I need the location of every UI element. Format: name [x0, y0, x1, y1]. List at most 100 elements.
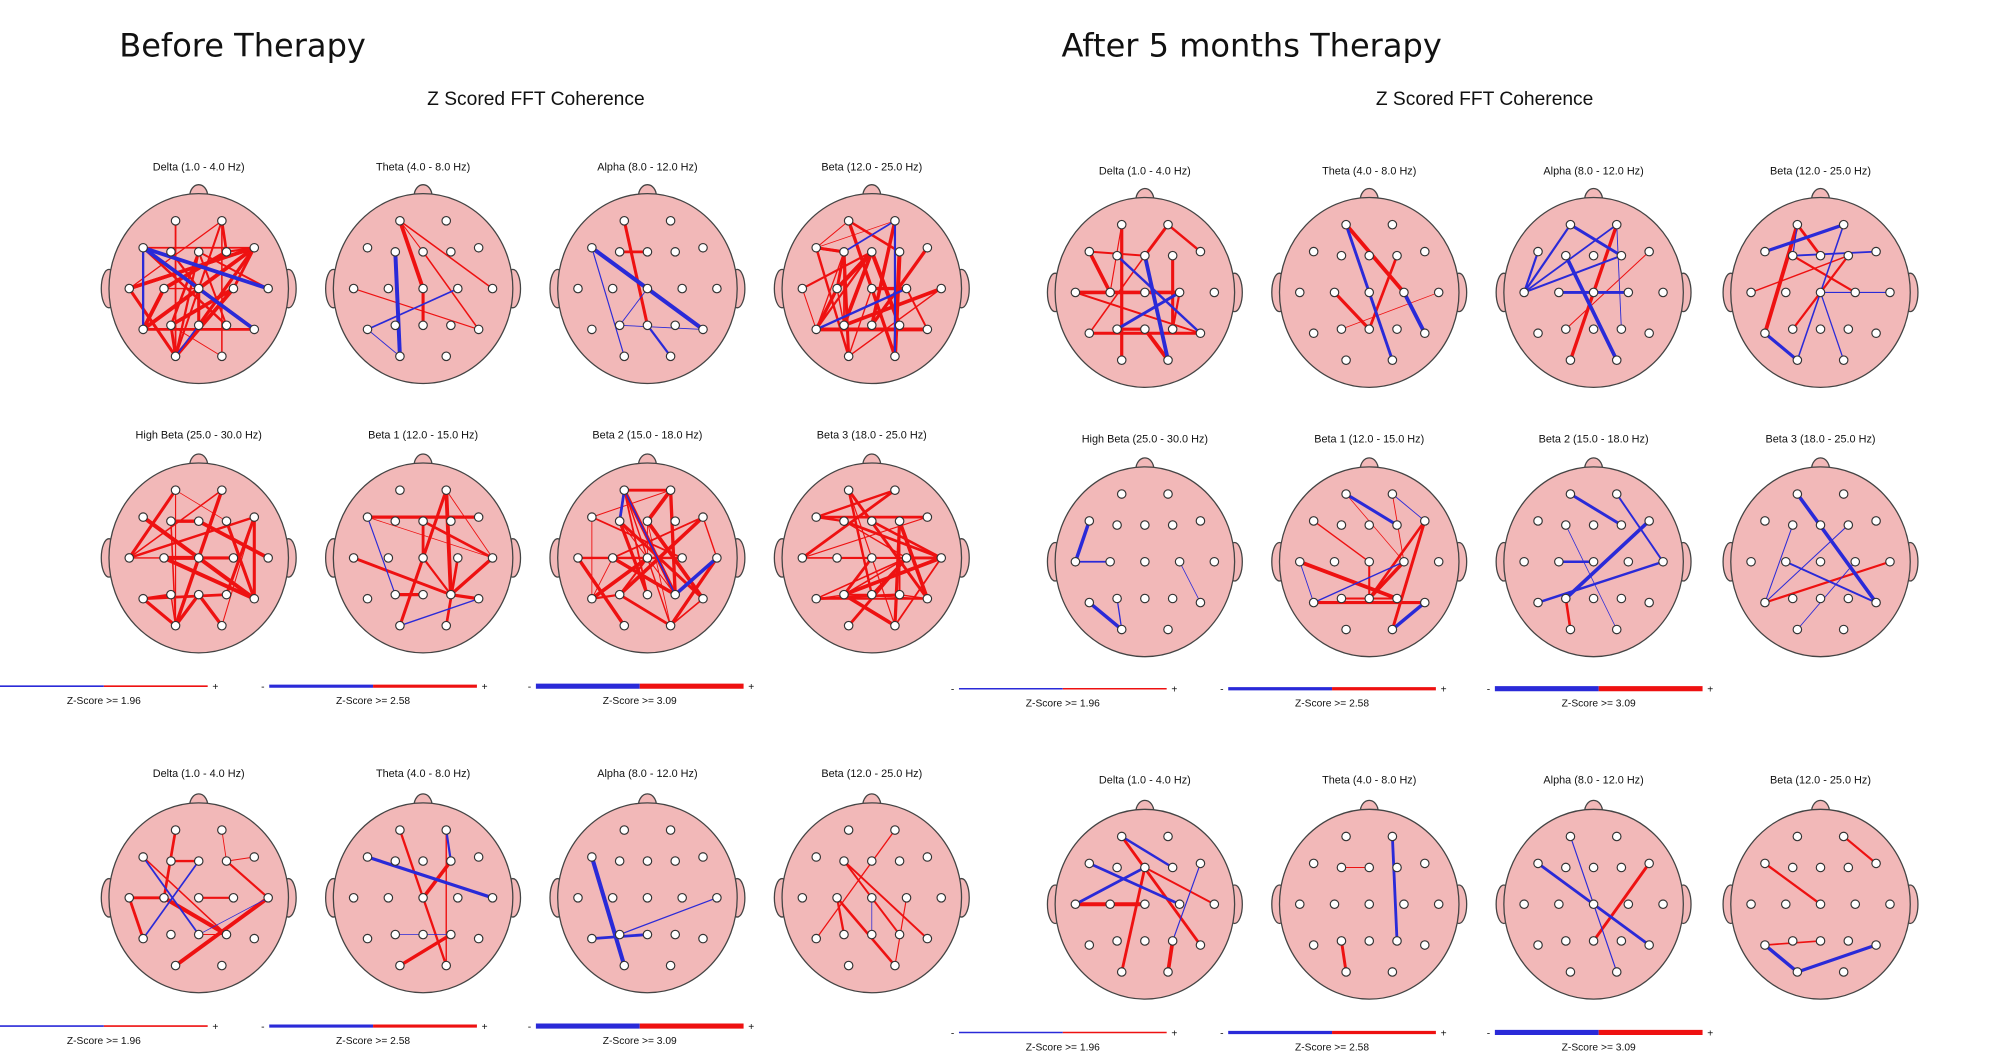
- coherence-link: [1116, 598, 1123, 630]
- coherence-link: [1390, 520, 1427, 630]
- electrode: [573, 892, 583, 903]
- electrode: [453, 892, 463, 903]
- electrode: [228, 283, 239, 294]
- electrode: [446, 516, 456, 527]
- head-map: [1722, 187, 1919, 388]
- electrode: [642, 553, 653, 563]
- head-map: [1495, 187, 1692, 388]
- electrode: [390, 929, 401, 940]
- electrode: [1329, 899, 1340, 910]
- electrode: [1364, 899, 1375, 910]
- legend-minus: -: [1487, 685, 1490, 696]
- legend-label: Z-Score >= 3.09: [1562, 699, 1636, 710]
- electrode: [395, 825, 405, 835]
- coherence-link: [1792, 254, 1856, 294]
- electrode: [642, 856, 653, 866]
- electrode: [1885, 287, 1895, 298]
- legend-minus: -: [261, 1022, 264, 1033]
- electrode: [698, 852, 708, 862]
- coherence-link: [619, 288, 648, 326]
- electrode: [362, 852, 373, 862]
- coherence-link: [1120, 867, 1147, 973]
- electrode: [263, 892, 273, 903]
- electrode: [1792, 624, 1803, 635]
- band-label: Beta (12.0 - 25.0 Hz): [1770, 775, 1871, 787]
- electrode: [839, 516, 849, 527]
- electrode: [1140, 862, 1150, 873]
- electrode: [1387, 489, 1398, 499]
- band-label: Delta (1.0 - 4.0 Hz): [1099, 165, 1191, 177]
- electrode: [1533, 858, 1543, 869]
- electrode: [712, 892, 722, 903]
- coherence-link: [801, 288, 817, 330]
- coherence-link: [905, 288, 929, 330]
- band-label: Alpha (8.0 - 12.0 Hz): [1543, 165, 1643, 177]
- electrode: [1116, 489, 1127, 499]
- electrode: [712, 283, 722, 294]
- coherence-link: [1167, 223, 1202, 253]
- electrode: [573, 553, 583, 563]
- coherence-link: [422, 251, 480, 330]
- coherence-link: [591, 247, 625, 357]
- coherence-link: [1345, 492, 1398, 527]
- coherence-link: [1088, 862, 1181, 906]
- electrode: [383, 283, 394, 294]
- electrode: [1616, 862, 1627, 873]
- electrode: [1760, 858, 1770, 869]
- coherence-link: [1796, 943, 1877, 974]
- electrode: [217, 216, 227, 226]
- electrode: [1623, 899, 1634, 910]
- legend-label: Z-Score >= 2.58: [336, 1036, 410, 1047]
- band-label: Alpha (8.0 - 12.0 Hz): [1543, 775, 1643, 787]
- coherence-link: [422, 557, 452, 596]
- coherence-link: [590, 556, 649, 601]
- legend-plus: +: [212, 1022, 218, 1033]
- electrode: [1174, 287, 1185, 298]
- electrode: [1588, 520, 1599, 530]
- electrode: [1167, 936, 1178, 946]
- electrode: [217, 351, 227, 362]
- coherence-link: [591, 557, 614, 599]
- electrode: [1815, 287, 1826, 298]
- coherence-link: [163, 556, 255, 600]
- electrode: [221, 856, 232, 866]
- electrode: [217, 960, 227, 971]
- electrode: [170, 351, 181, 362]
- electrode: [1623, 556, 1634, 567]
- electrode: [1780, 556, 1791, 567]
- electrode: [487, 892, 498, 903]
- electrode: [832, 553, 842, 563]
- electrode: [843, 620, 854, 631]
- panel-subtitle: Z Scored FFT Coherence: [427, 89, 645, 110]
- coherence-link: [835, 897, 846, 935]
- electrode: [1112, 862, 1122, 873]
- coherence-link: [842, 251, 851, 357]
- electrode: [166, 320, 176, 331]
- coherence-link: [399, 220, 493, 290]
- electrode: [1112, 250, 1122, 261]
- electrode: [418, 553, 428, 563]
- coherence-link: [843, 860, 929, 940]
- electrode: [642, 320, 653, 331]
- electrode: [1871, 597, 1881, 608]
- electrode: [1112, 593, 1122, 604]
- coherence-link: [670, 598, 704, 627]
- electrode: [1780, 287, 1791, 298]
- electrode: [1387, 355, 1398, 365]
- electrode: [1163, 624, 1173, 635]
- electrode: [677, 892, 687, 903]
- electrode: [1140, 324, 1150, 334]
- electrode: [890, 351, 900, 362]
- coherence-link: [1764, 524, 1794, 603]
- electrode: [607, 892, 618, 903]
- coherence-link: [1074, 866, 1146, 906]
- electrode: [473, 512, 484, 522]
- coherence-link: [619, 897, 718, 936]
- electrode: [1195, 597, 1206, 608]
- legend-label: Z-Score >= 3.09: [1562, 1042, 1636, 1053]
- electrode: [619, 216, 630, 226]
- electrode: [698, 593, 708, 604]
- electrode: [1167, 862, 1178, 873]
- electrode: [1419, 940, 1430, 950]
- coherence-link: [815, 287, 908, 331]
